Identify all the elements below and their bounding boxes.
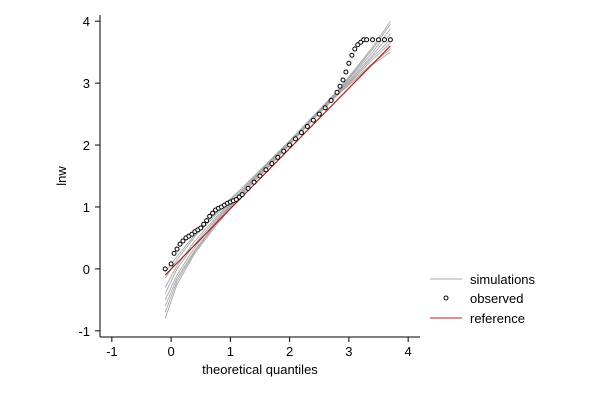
simulation-curve <box>164 42 391 307</box>
simulation-curve <box>164 51 391 313</box>
observed-point <box>381 37 387 43</box>
observed-point <box>370 37 376 43</box>
reference-line <box>164 45 391 276</box>
legend-observed-label: observed <box>470 291 523 306</box>
y-tick-label: 3 <box>83 76 90 91</box>
y-tick-label: -1 <box>78 324 90 339</box>
observed-point <box>245 185 251 191</box>
observed-point <box>346 60 352 66</box>
x-tick-label: 2 <box>286 344 293 359</box>
observed-point <box>207 213 213 219</box>
legend: simulations observed reference <box>430 272 536 326</box>
observed-point <box>180 238 186 244</box>
observed-point <box>310 117 316 123</box>
legend-reference-label: reference <box>470 311 525 326</box>
simulations-layer <box>164 20 391 319</box>
observed-point <box>204 218 210 224</box>
x-tick-label: 0 <box>167 344 174 359</box>
y-tick-label: 0 <box>83 262 90 277</box>
observed-point <box>293 136 299 142</box>
simulation-curve <box>164 48 391 300</box>
observed-point <box>174 246 180 252</box>
observed-point <box>316 111 322 117</box>
observed-point <box>364 37 370 43</box>
observed-point <box>322 105 328 111</box>
x-axis-ticks: -1 0 1 2 3 4 <box>106 337 412 359</box>
observed-point <box>376 37 382 43</box>
y-tick-label: 4 <box>83 14 90 29</box>
observed-point <box>269 161 275 167</box>
observed-point <box>387 37 393 43</box>
x-axis-label: theoretical quantiles <box>202 362 318 377</box>
observed-point <box>239 192 245 198</box>
reference-layer <box>164 45 391 276</box>
observed-point <box>337 83 343 89</box>
observed-layer <box>162 37 393 272</box>
y-axis-ticks: -1 0 1 2 3 4 <box>78 14 100 339</box>
observed-point <box>162 266 168 272</box>
observed-point <box>328 97 334 103</box>
simulation-curve <box>164 39 391 288</box>
x-tick-label: 1 <box>227 344 234 359</box>
y-axis-label: lnw <box>54 166 69 186</box>
observed-point <box>281 148 287 154</box>
observed-point <box>210 210 216 216</box>
x-tick-label: 4 <box>405 344 412 359</box>
simulation-curve <box>164 28 391 279</box>
y-tick-label: 2 <box>83 138 90 153</box>
legend-simulations-label: simulations <box>470 272 536 287</box>
observed-point <box>340 77 346 83</box>
observed-point <box>257 173 263 179</box>
observed-point <box>177 241 183 247</box>
observed-point <box>349 52 355 58</box>
observed-point <box>352 46 358 52</box>
x-tick-label: -1 <box>106 344 118 359</box>
observed-point <box>251 179 257 185</box>
observed-point <box>287 142 293 148</box>
observed-point <box>298 130 304 136</box>
y-tick-label: 1 <box>83 200 90 215</box>
legend-observed-swatch <box>443 295 449 301</box>
observed-point <box>171 250 177 256</box>
observed-point <box>198 225 204 231</box>
observed-point <box>168 261 174 267</box>
observed-point <box>343 69 349 75</box>
observed-point <box>275 154 281 160</box>
observed-point <box>304 123 310 129</box>
simulation-curve <box>164 20 391 273</box>
observed-point <box>201 221 207 227</box>
observed-point <box>263 167 269 173</box>
x-tick-label: 3 <box>345 344 352 359</box>
observed-point <box>334 89 340 95</box>
